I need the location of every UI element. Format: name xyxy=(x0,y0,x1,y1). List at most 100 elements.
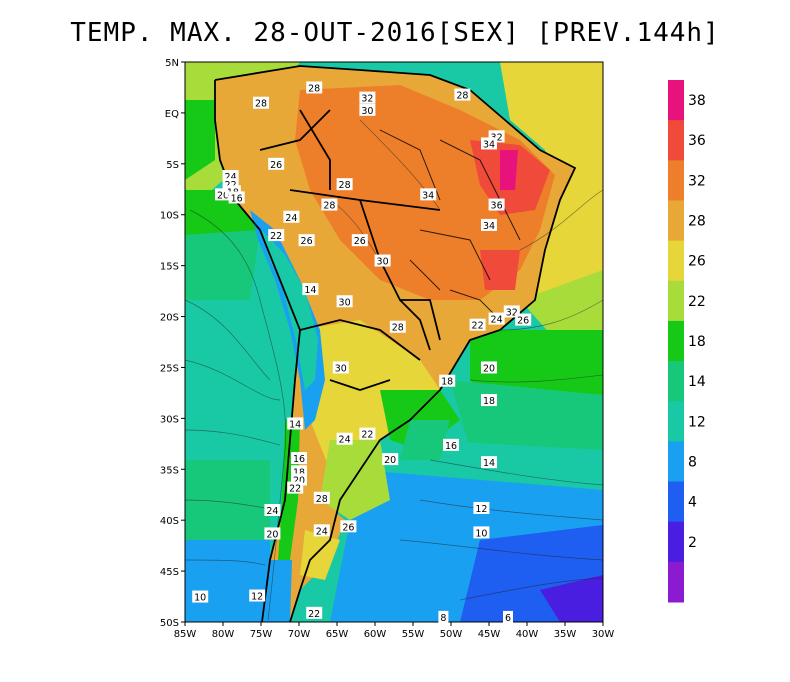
color-scale-label: 38 xyxy=(688,93,706,109)
contour-label: 30 xyxy=(377,257,389,268)
contour-label: 20 xyxy=(266,529,278,540)
lon-tick-label: 80W xyxy=(212,629,235,640)
lat-tick-label: 5N xyxy=(165,58,179,69)
contour-label-box xyxy=(488,198,505,211)
contour-label: 34 xyxy=(483,139,495,150)
contour-label-box xyxy=(351,234,368,247)
contour-label: 28 xyxy=(339,180,351,191)
contour-label-box xyxy=(313,491,330,504)
contour-label-box xyxy=(481,361,497,374)
contour-label-box xyxy=(374,254,391,267)
lat-tick-label: 50S xyxy=(160,618,179,629)
lat-tick-label: 20S xyxy=(160,313,179,324)
lat-tick-label: 15S xyxy=(160,262,179,273)
contour-label-box xyxy=(306,606,323,619)
color-scale-swatch xyxy=(668,200,684,242)
color-scale-label: 18 xyxy=(688,334,706,350)
color-scale-swatch xyxy=(668,481,684,523)
contour-label-box xyxy=(302,283,319,296)
color-scale-label: 12 xyxy=(688,414,706,430)
contour-label: 18 xyxy=(293,467,305,478)
contour-label-box xyxy=(503,610,513,623)
contour-label: 10 xyxy=(194,593,206,604)
color-scale-swatch xyxy=(668,521,684,563)
lat-tick-label: 10S xyxy=(160,211,179,222)
contour-label: 16 xyxy=(293,454,305,465)
contour-label: 34 xyxy=(483,221,495,232)
contour-label: 24 xyxy=(316,526,328,537)
contour-label: 22 xyxy=(270,231,282,242)
contour-label: 18 xyxy=(483,396,495,407)
chart-title: TEMP. MAX. 28-OUT-2016[SEX] [PREV.144h] xyxy=(70,18,720,48)
contour-label-box xyxy=(469,318,486,331)
contour-label: 14 xyxy=(483,458,495,469)
contour-label: 24 xyxy=(285,213,297,224)
contour-label: 28 xyxy=(323,201,335,212)
contour-label-box xyxy=(332,361,349,374)
color-scale-label: 14 xyxy=(688,374,706,390)
contour-label-box xyxy=(481,394,497,407)
contour-label: 24 xyxy=(266,506,278,517)
color-scale-swatch xyxy=(668,320,684,362)
contour-label: 34 xyxy=(422,190,434,201)
contour-label-box xyxy=(359,427,376,440)
contour-label: 26 xyxy=(301,236,313,247)
lon-tick-label: 65W xyxy=(326,629,349,640)
color-scale-swatch xyxy=(668,160,684,201)
contour-label-box xyxy=(359,103,376,116)
contour-label: 28 xyxy=(308,83,320,94)
contour-label-box xyxy=(473,501,490,514)
lon-tick-label: 60W xyxy=(364,629,387,640)
contour-label-box xyxy=(481,137,497,150)
color-scale-label: 36 xyxy=(688,133,706,149)
contour-label: 22 xyxy=(308,609,320,620)
contour-label: 20 xyxy=(217,190,229,201)
contour-label: 10 xyxy=(475,528,487,539)
color-scale-label: 26 xyxy=(688,254,706,270)
contour-label-box xyxy=(443,438,459,451)
color-scale-swatch xyxy=(668,80,684,121)
contour-label: 14 xyxy=(304,285,316,296)
contour-label: 20 xyxy=(483,363,495,374)
lat-tick-label: 5S xyxy=(166,160,179,171)
contour-label: 20 xyxy=(384,455,396,466)
contour-label: 14 xyxy=(289,419,301,430)
lat-tick-label: 25S xyxy=(160,363,179,374)
contour-label: 22 xyxy=(289,484,301,495)
color-scale-swatch xyxy=(668,280,684,322)
contour-label: 28 xyxy=(255,99,267,110)
contour-label-box xyxy=(283,210,300,223)
lat-tick-label: 30S xyxy=(160,414,179,425)
contour-label: 26 xyxy=(270,160,282,171)
contour-label-box xyxy=(298,234,315,247)
contour-label: 32 xyxy=(361,94,373,105)
temperature-field xyxy=(185,62,603,622)
contour-label: 28 xyxy=(392,323,404,334)
contour-label-box xyxy=(389,320,406,333)
contour-label: 22 xyxy=(472,321,484,332)
contour-label-box xyxy=(287,481,304,494)
lon-tick-label: 30W xyxy=(592,629,615,640)
lon-tick-label: 50W xyxy=(440,629,463,640)
color-scale-label: 8 xyxy=(688,454,697,470)
latitude-axis: 5N EQ 5S 10S 15S 20S 25S 30S 35S 40S 45S 50S xyxy=(160,58,185,629)
contour-label-box xyxy=(268,157,285,170)
contour-label: 36 xyxy=(491,201,503,212)
contour-label: 32 xyxy=(506,307,518,318)
lon-tick-label: 85W xyxy=(174,629,197,640)
contour-label: 26 xyxy=(517,316,529,327)
contour-label: 6 xyxy=(505,613,511,624)
lon-tick-label: 70W xyxy=(288,629,311,640)
contour-label-box xyxy=(454,88,471,101)
contour-label: 22 xyxy=(361,430,373,441)
contour-label: 30 xyxy=(335,363,347,374)
contour-label-box xyxy=(321,198,338,211)
contour-label-box xyxy=(439,374,456,387)
color-scale-legend: 38 36 32 28 26 22 18 14 12 8 4 2 xyxy=(668,80,706,603)
contour-label: 24 xyxy=(339,435,351,446)
contour-labels: 2828323028242220181626282824222626303432… xyxy=(192,81,532,624)
contour-label-box xyxy=(306,81,323,94)
lat-tick-label: 45S xyxy=(160,567,179,578)
lon-tick-label: 35W xyxy=(554,629,577,640)
